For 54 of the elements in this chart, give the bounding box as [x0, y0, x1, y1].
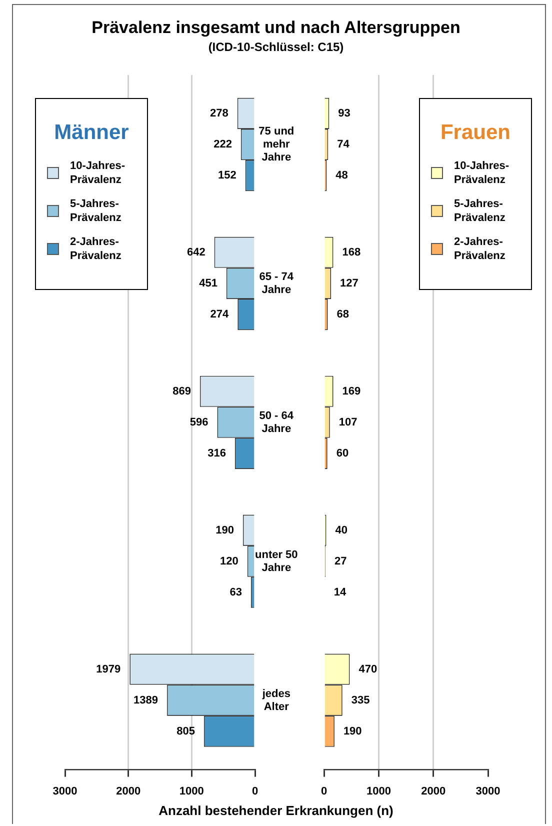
x-tick-label: 1000 [366, 785, 391, 798]
data-label: 68 [336, 308, 350, 321]
legend-label: 10-Jahres-Prävalenz [70, 159, 126, 187]
data-label: 169 [342, 385, 361, 398]
data-label: 93 [338, 107, 350, 120]
data-label: 120 [220, 555, 238, 568]
data-label: 596 [190, 416, 208, 428]
data-label: 152 [218, 170, 236, 182]
data-label: 869 [172, 385, 191, 398]
x-tick-label: 3000 [52, 785, 78, 798]
y-tick-label: unter 50 Jahre [254, 548, 298, 574]
data-label: 1979 [96, 663, 121, 676]
data-label: 335 [351, 694, 370, 706]
data-label: 14 [334, 586, 347, 598]
data-label: 60 [336, 447, 349, 460]
chart-title: Prävalenz insgesamt und nach Altersgruppen [90, 18, 462, 38]
x-tick-label: 0 [320, 785, 328, 798]
x-tick-label: 0 [252, 785, 258, 798]
data-label: 642 [186, 246, 206, 258]
data-label: 127 [340, 277, 358, 290]
legend-label: 10-Jahres-Prävalenz [454, 159, 510, 187]
data-label: 48 [336, 170, 348, 182]
data-label: 27 [334, 555, 347, 568]
y-tick-label: 65 - 74 Jahre [259, 270, 294, 296]
data-label: 222 [214, 138, 232, 151]
legend-title: Frauen [439, 121, 512, 145]
data-label: 63 [230, 586, 242, 598]
data-label: 74 [337, 138, 350, 151]
data-label: 168 [342, 246, 361, 258]
x-tick-label: 3000 [476, 785, 500, 798]
y-tick-label: jedes Alter [261, 688, 290, 713]
data-label: 274 [210, 308, 230, 321]
data-label: 470 [358, 663, 378, 676]
legend-label: 2-Jahres-Prävalenz [70, 235, 122, 263]
legend-label: 5-Jahres-Prävalenz [454, 197, 506, 225]
data-label: 1389 [134, 694, 158, 706]
data-label: 805 [176, 725, 196, 738]
data-label: 40 [335, 524, 348, 536]
y-tick-label: 75 und mehr Jahre [258, 125, 294, 164]
x-tick-label: 2000 [421, 785, 446, 798]
data-label: 316 [208, 447, 226, 460]
y-tick-label: 50 - 64 Jahre [259, 410, 294, 436]
data-label: 278 [210, 107, 228, 120]
x-tick-label: 1000 [179, 785, 204, 798]
x-tick-label: 2000 [116, 785, 141, 798]
data-label: 190 [216, 524, 234, 536]
data-label: 107 [338, 416, 358, 428]
data-label: 190 [343, 725, 362, 738]
legend-label: 5-Jahres-Prävalenz [70, 197, 122, 225]
x-axis-title: Anzahl bestehender Erkrankungen (n) [158, 803, 394, 818]
legend-title: Männer [53, 121, 130, 145]
chart-subtitle: (ICD-10-Schlüssel: C15) [207, 40, 345, 54]
legend-label: 2-Jahres-Prävalenz [454, 235, 506, 263]
data-label: 451 [199, 277, 218, 290]
